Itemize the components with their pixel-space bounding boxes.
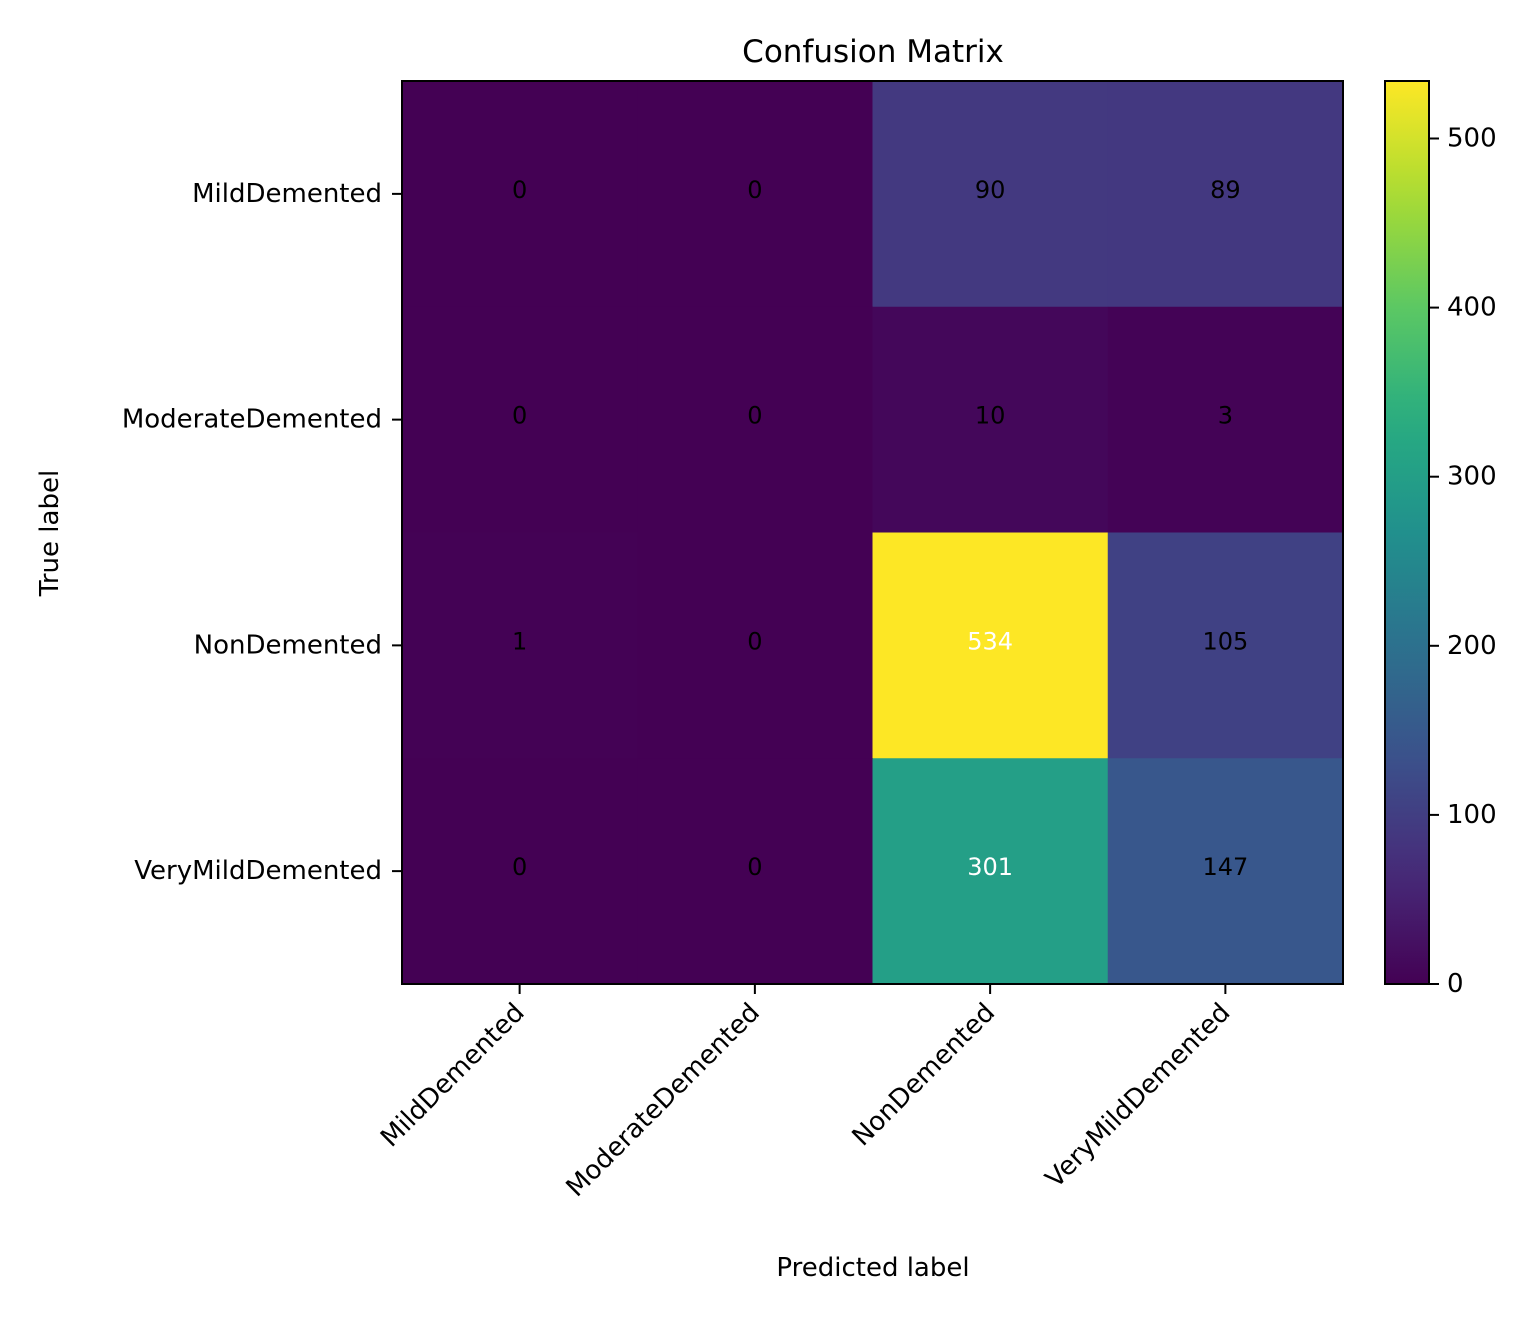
cell-value-label: 3: [1218, 402, 1233, 430]
x-tick-label: VeryMildDemented: [1040, 998, 1236, 1194]
colorbar-tick-label: 300: [1447, 462, 1497, 492]
cell-value-label: 1: [512, 627, 527, 655]
heatmap-cell: [402, 306, 638, 533]
y-tick-label: VeryMildDemented: [134, 856, 382, 886]
y-tick-label: ModerateDemented: [122, 405, 382, 435]
cell-value-label: 147: [1202, 853, 1248, 881]
heatmap-cell: [637, 306, 873, 533]
y-tick-label: NonDemented: [194, 630, 382, 660]
cell-value-label: 534: [967, 627, 1013, 655]
colorbar-tick-label: 100: [1447, 800, 1497, 830]
colorbar-ticks: 0 100 200 300 400 500: [1429, 123, 1497, 999]
heatmap-cell: [872, 306, 1109, 533]
colorbar-tick-label: 200: [1447, 631, 1497, 661]
cell-value-label: 0: [512, 853, 527, 881]
cell-value-label: 90: [975, 176, 1006, 204]
plot-frame: [401, 80, 1344, 985]
heatmap-cell: [637, 758, 873, 985]
cell-value-label: 89: [1210, 176, 1241, 204]
colorbar-tick-label: 500: [1447, 123, 1497, 153]
cell-value-label: 0: [747, 853, 762, 881]
cell-value-label: 0: [512, 402, 527, 430]
x-axis-label: Predicted label: [776, 1253, 969, 1283]
heatmap-cell: [872, 532, 1109, 759]
heatmap-cell: [1107, 758, 1344, 985]
y-axis-ticks: MildDemented ModerateDemented NonDemented V…: [122, 179, 402, 886]
heatmap-cell: [402, 758, 638, 985]
colorbar: [1384, 80, 1430, 985]
heatmap-cells: [402, 81, 1344, 985]
heatmap-cell: [402, 532, 638, 759]
cell-value-label: 0: [512, 176, 527, 204]
heatmap-cell: [1107, 306, 1344, 533]
x-tick-label: NonDemented: [847, 998, 1001, 1152]
cell-value-label: 105: [1202, 627, 1248, 655]
heatmap-cell: [872, 81, 1109, 308]
colorbar-tick-label: 0: [1447, 969, 1464, 999]
cell-value-label: 0: [747, 176, 762, 204]
chart-title: Confusion Matrix: [742, 34, 1004, 70]
heatmap-cell: [402, 81, 638, 308]
cell-value-label: 301: [967, 853, 1013, 881]
heatmap-cell: [1107, 81, 1344, 308]
heatmap-cell: [637, 532, 873, 759]
x-tick-label: MildDemented: [375, 998, 530, 1153]
y-axis-label: True label: [35, 470, 65, 597]
heatmap-cell: [637, 81, 873, 308]
y-tick-label: MildDemented: [192, 179, 382, 209]
heatmap-cell: [872, 758, 1109, 985]
colorbar-tick-label: 400: [1447, 293, 1497, 323]
heatmap-cell: [1107, 532, 1344, 759]
x-tick-label: ModerateDemented: [561, 998, 766, 1203]
x-axis-ticks: MildDemented ModerateDemented NonDemented V…: [375, 984, 1236, 1203]
cell-value-label: 0: [747, 627, 762, 655]
cell-value-label: 0: [747, 402, 762, 430]
cell-value-label: 10: [975, 402, 1006, 430]
